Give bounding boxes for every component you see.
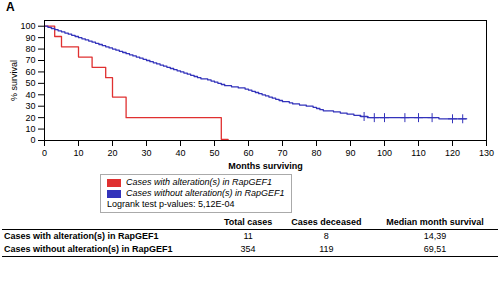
svg-text:40: 40 (25, 90, 35, 100)
svg-text:110: 110 (411, 148, 425, 158)
svg-text:90: 90 (345, 148, 355, 158)
svg-text:30: 30 (141, 148, 151, 158)
html-text:14,39: 14,39 (423, 231, 447, 241)
html-text:Cases without alteration(s) in: Cases without alteration(s) in RapGEF1 (126, 188, 285, 198)
html-text:Cases without alteration(s) in: Cases without alteration(s) in RapGEF1 (4, 244, 173, 254)
html-text:69,51: 69,51 (423, 244, 447, 254)
svg-text:80: 80 (25, 44, 35, 54)
svg-text:90: 90 (25, 33, 35, 43)
svg-text:100: 100 (377, 148, 392, 158)
svg-text:70: 70 (277, 148, 287, 158)
html-text:119: 119 (319, 244, 334, 254)
html-text:Total cases: Total cases (223, 217, 273, 227)
svg-text:0: 0 (30, 135, 35, 145)
svg-text:Months surviving: Months surviving (228, 161, 303, 171)
svg-text:100: 100 (20, 21, 35, 31)
svg-text:% survival: % survival (9, 60, 19, 101)
html-text:Cases deceased: Cases deceased (291, 217, 362, 227)
svg-text:0: 0 (42, 148, 47, 158)
svg-text:20: 20 (25, 113, 35, 123)
html-text:A: A (6, 0, 15, 14)
svg-text:80: 80 (311, 148, 321, 158)
svg-text:70: 70 (25, 55, 35, 65)
html-text:354: 354 (240, 244, 256, 254)
svg-text:20: 20 (107, 148, 117, 158)
svg-text:10: 10 (25, 124, 35, 134)
svg-text:50: 50 (209, 148, 219, 158)
html-text:Cases with alteration(s) in Ra: Cases with alteration(s) in RapGEF1 (4, 231, 159, 241)
svg-text:60: 60 (243, 148, 253, 158)
svg-text:30: 30 (25, 101, 35, 111)
svg-text:120: 120 (445, 148, 460, 158)
svg-text:60: 60 (25, 67, 35, 77)
html-text:8: 8 (323, 231, 329, 241)
svg-text:130: 130 (479, 148, 494, 158)
svg-text:10: 10 (73, 148, 83, 158)
html-text:11: 11 (243, 231, 253, 241)
svg-text:40: 40 (175, 148, 185, 158)
html-text:Median month survival: Median month survival (386, 217, 484, 227)
html-text:Logrank test p-values: 5,12E-0: Logrank test p-values: 5,12E-04 (107, 199, 235, 209)
svg-text:50: 50 (25, 78, 35, 88)
html-text:Cases with alteration(s) in Ra: Cases with alteration(s) in RapGEF1 (126, 177, 273, 187)
